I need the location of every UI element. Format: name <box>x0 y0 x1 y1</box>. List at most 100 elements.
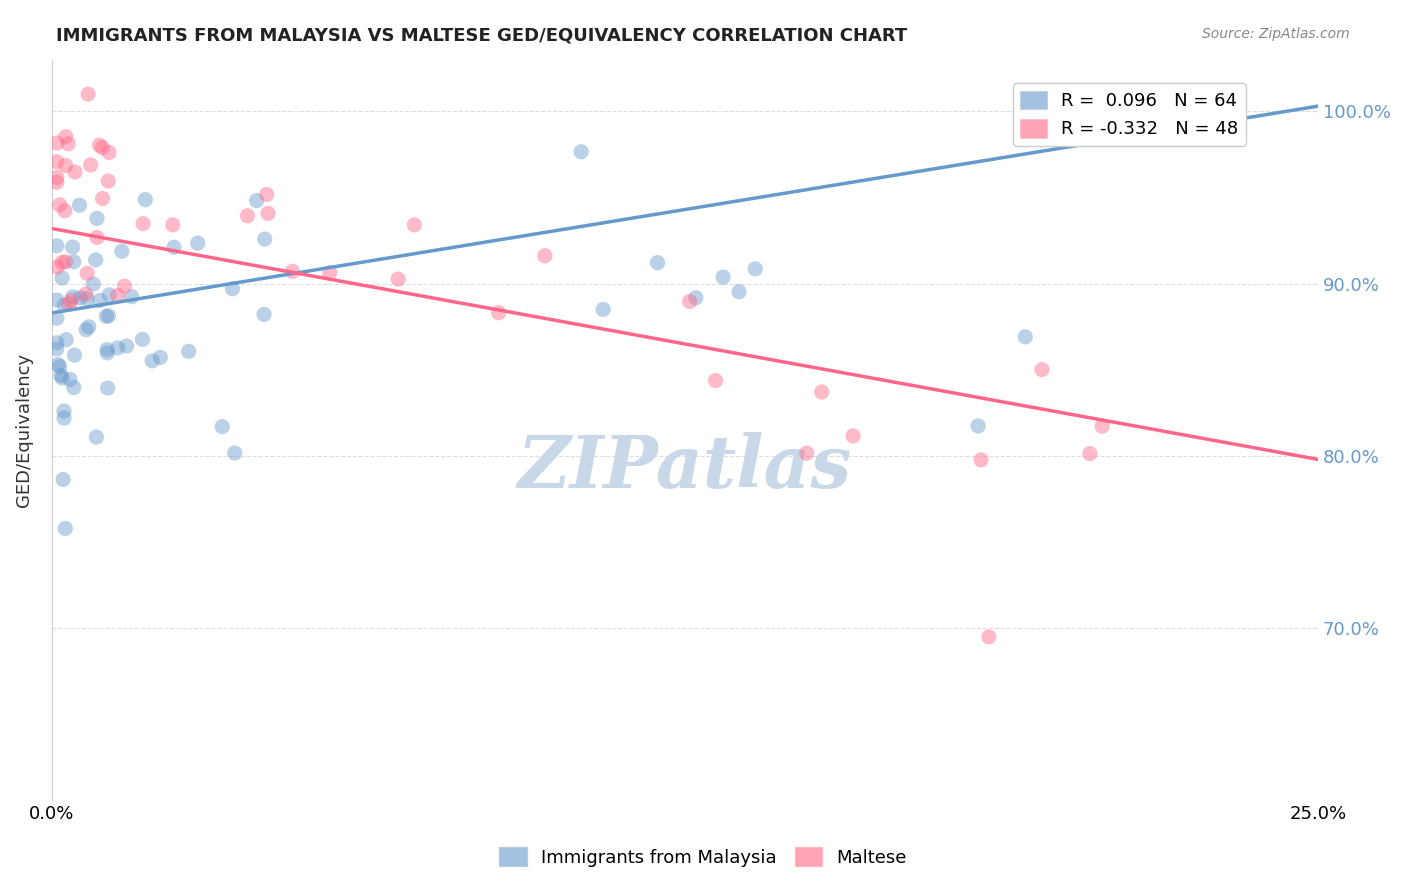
Maltese <box>236 209 259 223</box>
Maltese <box>89 138 111 153</box>
Immigrants from Malaysia <box>45 342 67 356</box>
Maltese <box>107 288 129 302</box>
Maltese <box>257 206 280 220</box>
Maltese <box>51 255 73 269</box>
Immigrants from Malaysia <box>86 430 108 444</box>
Maltese <box>977 630 1000 644</box>
Maltese <box>55 255 77 269</box>
Immigrants from Malaysia <box>647 255 669 269</box>
Maltese <box>55 129 77 144</box>
Immigrants from Malaysia <box>51 271 73 285</box>
Maltese <box>970 453 993 467</box>
Immigrants from Malaysia <box>111 244 134 259</box>
Immigrants from Malaysia <box>131 332 153 346</box>
Maltese <box>45 170 67 185</box>
Maltese <box>679 294 702 309</box>
Immigrants from Malaysia <box>89 293 111 308</box>
Text: ZIPatlas: ZIPatlas <box>517 432 852 503</box>
Immigrants from Malaysia <box>592 302 614 317</box>
Immigrants from Malaysia <box>96 310 118 324</box>
Immigrants from Malaysia <box>97 309 120 323</box>
Immigrants from Malaysia <box>96 343 118 357</box>
Immigrants from Malaysia <box>744 261 766 276</box>
Maltese <box>488 306 510 320</box>
Immigrants from Malaysia <box>211 419 233 434</box>
Maltese <box>86 230 108 244</box>
Immigrants from Malaysia <box>1014 330 1036 344</box>
Maltese <box>534 249 557 263</box>
Immigrants from Malaysia <box>53 521 76 535</box>
Maltese <box>1078 446 1101 460</box>
Immigrants from Malaysia <box>96 346 118 360</box>
Immigrants from Malaysia <box>51 371 73 385</box>
Maltese <box>1031 362 1053 376</box>
Immigrants from Malaysia <box>177 344 200 359</box>
Immigrants from Malaysia <box>53 298 76 312</box>
Immigrants from Malaysia <box>52 404 75 418</box>
Maltese <box>704 374 727 388</box>
Immigrants from Malaysia <box>53 411 76 425</box>
Immigrants from Malaysia <box>62 290 84 304</box>
Immigrants from Malaysia <box>569 145 592 159</box>
Immigrants from Malaysia <box>967 419 990 434</box>
Immigrants from Malaysia <box>253 232 276 246</box>
Maltese <box>58 136 80 151</box>
Immigrants from Malaysia <box>75 323 97 337</box>
Immigrants from Malaysia <box>149 351 172 365</box>
Immigrants from Malaysia <box>163 240 186 254</box>
Immigrants from Malaysia <box>69 198 91 212</box>
Immigrants from Malaysia <box>107 341 129 355</box>
Maltese <box>387 272 409 286</box>
Immigrants from Malaysia <box>224 446 246 460</box>
Immigrants from Malaysia <box>728 285 751 299</box>
Immigrants from Malaysia <box>45 335 67 350</box>
Immigrants from Malaysia <box>115 339 138 353</box>
Maltese <box>79 158 101 172</box>
Maltese <box>45 260 67 274</box>
Maltese <box>256 187 278 202</box>
Immigrants from Malaysia <box>141 354 163 368</box>
Y-axis label: GED/Equivalency: GED/Equivalency <box>15 353 32 508</box>
Immigrants from Malaysia <box>63 380 86 394</box>
Maltese <box>162 218 184 232</box>
Immigrants from Malaysia <box>49 368 72 383</box>
Immigrants from Malaysia <box>221 282 243 296</box>
Maltese <box>48 198 70 212</box>
Maltese <box>53 203 76 218</box>
Maltese <box>55 158 77 172</box>
Legend: Immigrants from Malaysia, Maltese: Immigrants from Malaysia, Maltese <box>492 840 914 874</box>
Maltese <box>810 384 832 399</box>
Maltese <box>98 145 121 160</box>
Immigrants from Malaysia <box>62 240 84 254</box>
Immigrants from Malaysia <box>246 194 269 208</box>
Maltese <box>77 87 100 101</box>
Immigrants from Malaysia <box>711 270 734 285</box>
Maltese <box>45 175 67 189</box>
Immigrants from Malaysia <box>48 359 70 374</box>
Immigrants from Malaysia <box>76 292 98 306</box>
Immigrants from Malaysia <box>45 293 67 307</box>
Legend: R =  0.096   N = 64, R = -0.332   N = 48: R = 0.096 N = 64, R = -0.332 N = 48 <box>1012 84 1246 145</box>
Immigrants from Malaysia <box>187 236 209 251</box>
Maltese <box>91 192 114 206</box>
Maltese <box>58 297 80 311</box>
Text: IMMIGRANTS FROM MALAYSIA VS MALTESE GED/EQUIVALENCY CORRELATION CHART: IMMIGRANTS FROM MALAYSIA VS MALTESE GED/… <box>56 27 907 45</box>
Immigrants from Malaysia <box>63 348 86 362</box>
Immigrants from Malaysia <box>253 307 276 321</box>
Maltese <box>132 217 155 231</box>
Immigrants from Malaysia <box>62 254 84 268</box>
Maltese <box>112 279 135 293</box>
Maltese <box>842 429 865 443</box>
Immigrants from Malaysia <box>69 291 91 305</box>
Maltese <box>97 174 120 188</box>
Immigrants from Malaysia <box>82 277 104 291</box>
Immigrants from Malaysia <box>685 291 707 305</box>
Text: Source: ZipAtlas.com: Source: ZipAtlas.com <box>1202 27 1350 41</box>
Immigrants from Malaysia <box>52 473 75 487</box>
Immigrants from Malaysia <box>97 381 120 395</box>
Maltese <box>60 293 83 308</box>
Immigrants from Malaysia <box>121 290 143 304</box>
Immigrants from Malaysia <box>84 252 107 267</box>
Immigrants from Malaysia <box>134 193 156 207</box>
Maltese <box>1091 419 1114 434</box>
